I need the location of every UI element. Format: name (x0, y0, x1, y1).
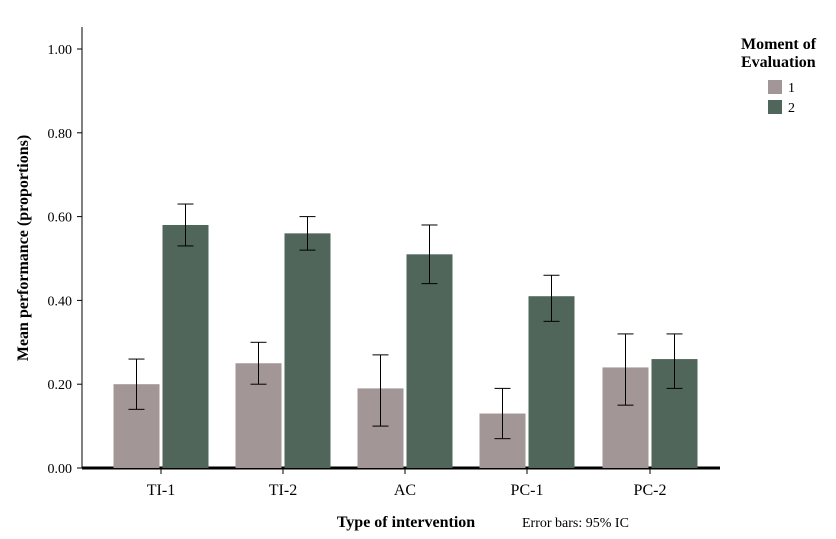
y-tick-label: 0.80 (48, 127, 73, 142)
y-tick-label: 0.20 (48, 378, 73, 393)
legend-title-line1: Moment of (741, 36, 817, 53)
x-tick-label: AC (394, 482, 416, 499)
legend: Moment of Evaluation 1 2 (741, 36, 817, 116)
y-axis-ticks: 0.00 0.20 0.40 0.60 0.80 1.00 (48, 43, 82, 477)
y-tick-label: 0.60 (48, 211, 73, 226)
x-axis-title: Type of intervention (337, 514, 475, 531)
y-tick-label: 0.00 (48, 462, 73, 477)
bar-ac-series-2 (406, 254, 453, 468)
bars-group (113, 224, 698, 468)
x-axis-tick-labels: TI-1 TI-2 AC PC-1 PC-2 (147, 468, 667, 499)
y-axis-title: Mean performance (proportions) (15, 135, 32, 361)
error-bars-group (128, 203, 683, 440)
legend-title-line2: Evaluation (741, 54, 816, 71)
x-tick-label: PC-1 (511, 482, 544, 499)
bar-pc-1-series-2 (528, 296, 575, 468)
legend-swatch-series-2 (768, 100, 782, 114)
bar-ti-1-series-2 (162, 224, 209, 468)
y-tick-label: 1.00 (48, 43, 73, 58)
legend-swatch-series-1 (768, 80, 782, 94)
error-bars-note: Error bars: 95% IC (522, 516, 629, 531)
y-tick-label: 0.40 (48, 294, 73, 309)
bar-ti-2-series-2 (284, 233, 331, 468)
legend-label-series-2: 2 (788, 101, 795, 116)
legend-label-series-1: 1 (788, 81, 795, 96)
x-tick-label: PC-2 (634, 482, 667, 499)
x-tick-label: TI-1 (147, 482, 175, 499)
x-tick-label: TI-2 (269, 482, 297, 499)
